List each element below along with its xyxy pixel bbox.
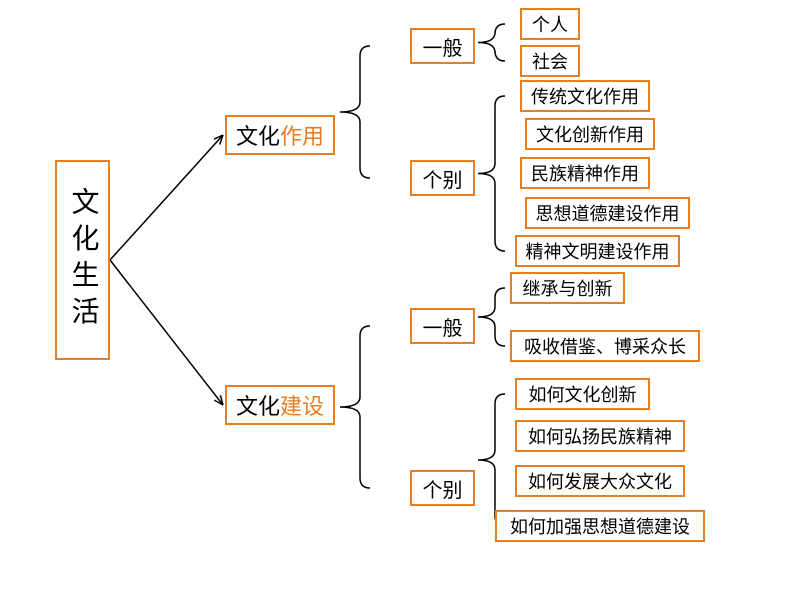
sub-label: 一般 xyxy=(423,312,463,341)
leaf-label: 如何弘扬民族精神 xyxy=(528,423,672,449)
leaf-label: 传统文化作用 xyxy=(531,83,639,109)
leaf-node: 如何发展大众文化 xyxy=(515,465,685,497)
sub-label: 一般 xyxy=(423,32,463,61)
root-label: 文化生活 xyxy=(63,187,103,333)
leaf-node: 思想道德建设作用 xyxy=(525,197,690,229)
leaf-node: 传统文化作用 xyxy=(520,80,650,112)
leaf-node: 如何弘扬民族精神 xyxy=(515,420,685,452)
branch-prefix: 文化 xyxy=(236,119,280,151)
sub-node: 一般 xyxy=(410,308,475,344)
leaf-label: 文化创新作用 xyxy=(536,121,644,147)
sub-label: 个别 xyxy=(423,474,463,503)
sub-node: 一般 xyxy=(410,28,475,64)
leaf-label: 思想道德建设作用 xyxy=(536,200,680,226)
leaf-label: 社会 xyxy=(532,48,568,74)
branch-node: 文化作用 xyxy=(225,115,335,155)
leaf-label: 如何文化创新 xyxy=(529,381,637,407)
branch-suffix: 建设 xyxy=(280,389,324,421)
branch-prefix: 文化 xyxy=(236,389,280,421)
sub-label: 个别 xyxy=(423,164,463,193)
branch-node: 文化建设 xyxy=(225,385,335,425)
leaf-node: 吸收借鉴、博采众长 xyxy=(510,330,700,362)
root-node: 文化生活 xyxy=(55,160,110,360)
leaf-node: 继承与创新 xyxy=(510,272,625,304)
leaf-node: 社会 xyxy=(520,45,580,77)
sub-node: 个别 xyxy=(410,160,475,196)
leaf-node: 精神文明建设作用 xyxy=(515,235,680,267)
leaf-node: 民族精神作用 xyxy=(520,157,650,189)
leaf-node: 文化创新作用 xyxy=(525,118,655,150)
leaf-label: 吸收借鉴、博采众长 xyxy=(524,333,686,359)
leaf-node: 如何文化创新 xyxy=(515,378,650,410)
leaf-label: 精神文明建设作用 xyxy=(526,238,670,264)
leaf-node: 个人 xyxy=(520,8,580,40)
leaf-label: 民族精神作用 xyxy=(531,160,639,186)
branch-suffix: 作用 xyxy=(280,119,324,151)
leaf-label: 继承与创新 xyxy=(523,275,613,301)
leaf-label: 个人 xyxy=(532,11,568,37)
leaf-label: 如何加强思想道德建设 xyxy=(510,513,690,539)
leaf-label: 如何发展大众文化 xyxy=(528,468,672,494)
leaf-node: 如何加强思想道德建设 xyxy=(495,510,705,542)
sub-node: 个别 xyxy=(410,470,475,506)
